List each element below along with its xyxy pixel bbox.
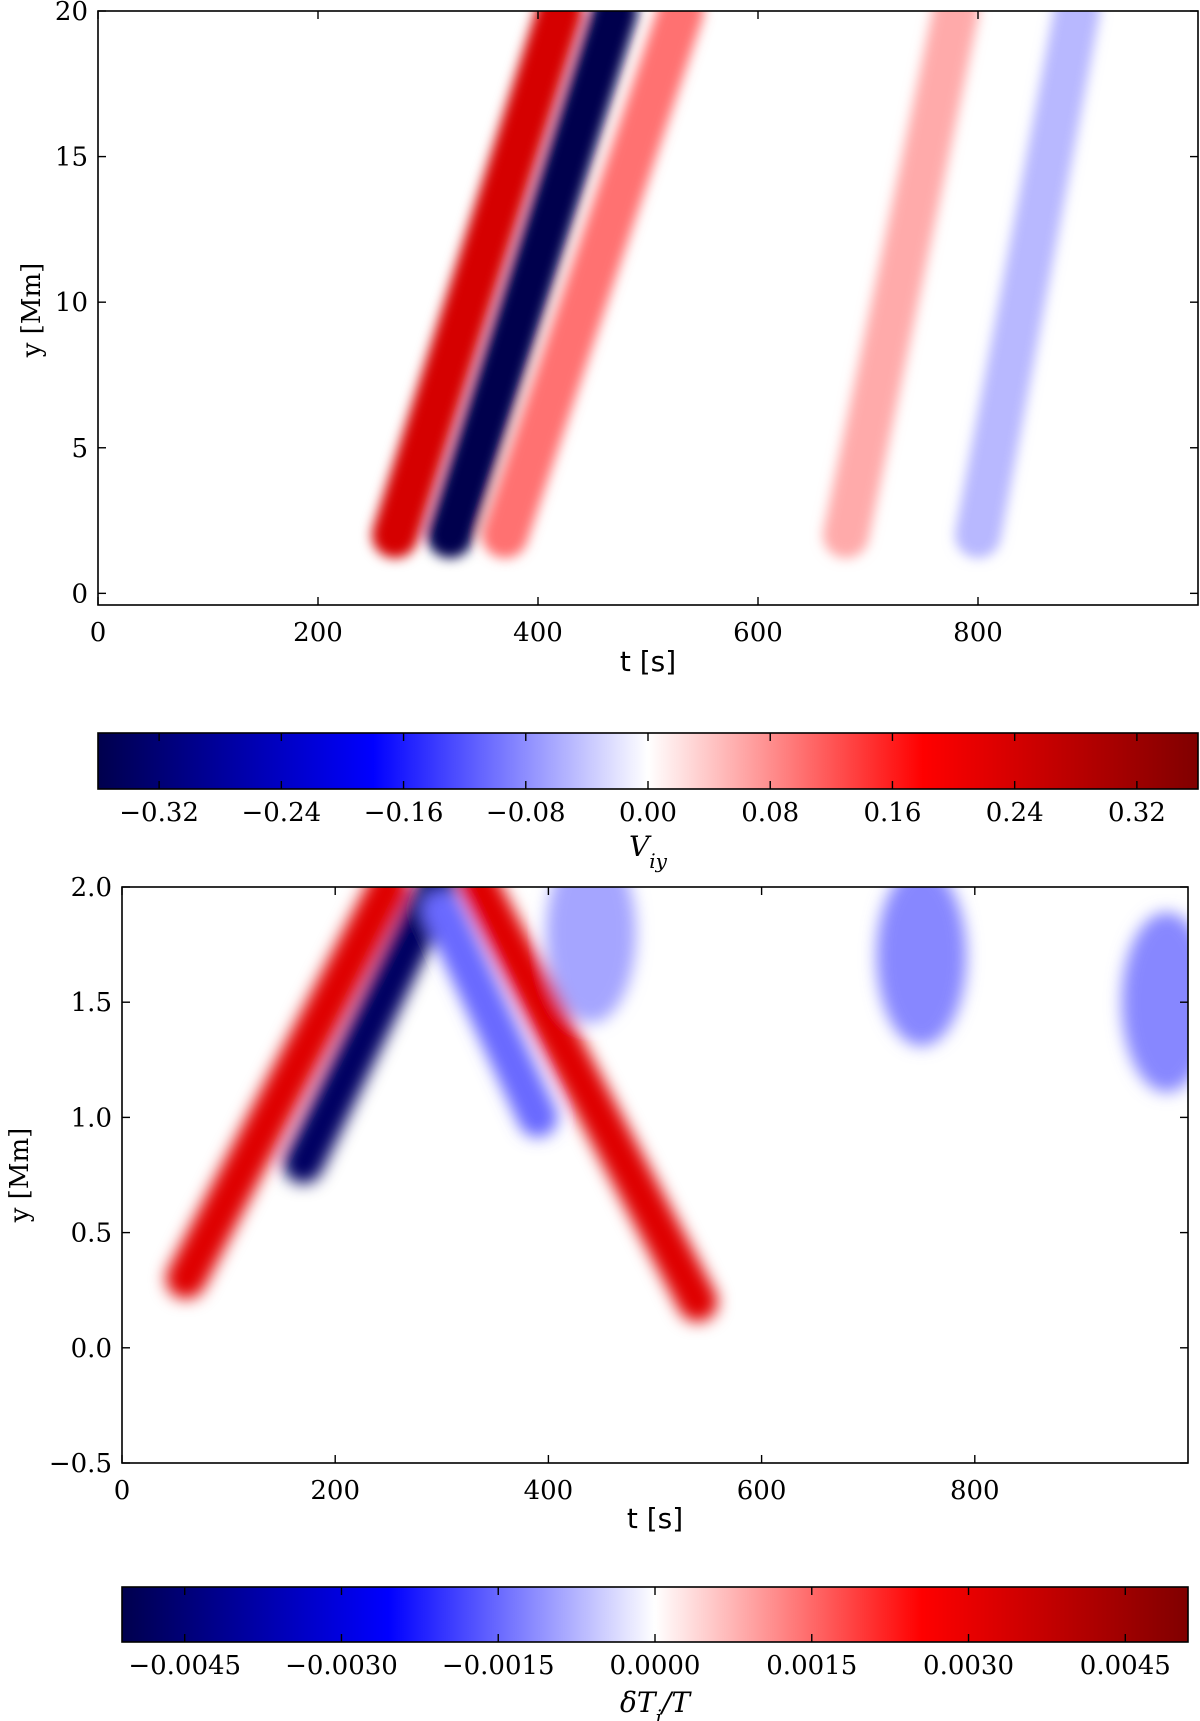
panel-1-y-axis-label: y [Mm] (17, 263, 47, 359)
field-ridge (823, 11, 979, 559)
field-patch (1121, 912, 1188, 1093)
x-tick-label: 400 (524, 1476, 574, 1506)
y-tick-label: 10 (55, 288, 88, 318)
colorbar-tick-label: −0.0030 (285, 1651, 398, 1681)
colorbar-2-gradient (121, 1586, 1189, 1643)
x-tick-label: 800 (950, 1476, 1000, 1506)
y-tick-label: 20 (55, 0, 88, 27)
colorbar-tick-label: −0.0015 (442, 1651, 555, 1681)
colorbar-2-label: δTi/T (620, 1686, 692, 1721)
panel-2-x-axis-label: t [s] (627, 1502, 683, 1535)
x-tick-label: 0 (90, 618, 107, 648)
x-tick-label: 800 (953, 618, 1003, 648)
colorbar-1-ticks: −0.32 −0.24 −0.16 −0.08 0.00 0.08 0.16 0.24 0.32 (119, 733, 1166, 828)
colorbar-2-ticks: −0.0045 −0.0030 −0.0015 0.0000 0.0015 0.0030 0… (128, 1587, 1171, 1681)
colorbar-tick-label: 0.0015 (766, 1651, 857, 1681)
panel-2: 0 200 400 600 800 −0.50.00.51.01.52.0 t [s] … (5, 873, 1189, 1535)
colorbar-2: −0.0045 −0.0030 −0.0015 0.0000 0.0015 0.0030 0… (121, 1586, 1189, 1721)
y-tick-label: 15 (55, 143, 88, 173)
colorbar-tick-label: 0.0045 (1080, 1651, 1171, 1681)
panel-1-field (372, 11, 1100, 559)
field-ridge (165, 887, 409, 1299)
colorbar-1-label: Viy (629, 830, 668, 873)
panel-2-field (165, 887, 1188, 1322)
field-ridge (372, 11, 583, 559)
panel-2-features (165, 887, 1188, 1322)
panel-1-axes-frame (97, 10, 1199, 606)
panel-1: 0 200 400 600 800 0 5 10 15 20 t [s] y [Mm] (17, 0, 1199, 678)
x-tick-label: 0 (114, 1476, 131, 1506)
panel-2-plot-background (122, 887, 1188, 1463)
colorbar-tick-label: 0.0000 (610, 1651, 701, 1681)
panel-2-y-axis-label: y [Mm] (5, 1128, 35, 1224)
colorbar-tick-label: −0.16 (364, 798, 444, 828)
y-tick-label: −0.5 (49, 1449, 112, 1479)
field-ridge (283, 887, 457, 1184)
colorbar-tick-label: −0.08 (486, 798, 566, 828)
colorbar-1-gradient (97, 732, 1199, 790)
y-tick-label: 0 (71, 579, 88, 609)
x-tick-label: 600 (737, 1476, 787, 1506)
panel-1-x-ticks: 0 200 400 600 800 (90, 11, 1003, 648)
y-tick-label: 1.5 (71, 988, 112, 1018)
y-tick-label: 2.0 (71, 873, 112, 903)
field-ridge (427, 11, 638, 559)
y-tick-label: 0.5 (71, 1219, 112, 1249)
panel-2-y-ticks: −0.5 0.0 0.5 1.0 1.5 2.0 (49, 873, 1188, 1479)
y-tick-label: 0.0 (71, 1334, 112, 1364)
field-patch (876, 887, 967, 1047)
x-tick-label: 600 (733, 618, 783, 648)
field-ridge (421, 890, 558, 1138)
colorbar-tick-label: 0.0030 (923, 1651, 1014, 1681)
y-tick-label: 1.0 (71, 1103, 112, 1133)
panel-1-x-axis-label: t [s] (620, 645, 676, 678)
field-ridge (482, 11, 704, 559)
colorbar-tick-label: 0.32 (1108, 798, 1166, 828)
y-tick-label: 5 (71, 434, 88, 464)
panel-1-features (372, 11, 1100, 559)
field-ridge (459, 887, 718, 1322)
x-tick-label: 400 (513, 618, 563, 648)
colorbar-tick-label: −0.24 (241, 798, 321, 828)
colorbar-tick-label: −0.32 (119, 798, 199, 828)
field-ridge (955, 11, 1100, 559)
colorbar-1: −0.32 −0.24 −0.16 −0.08 0.00 0.08 0.16 0.24 0.32… (97, 732, 1199, 873)
x-tick-label: 200 (310, 1476, 360, 1506)
panel-2-axes-frame (121, 886, 1189, 1464)
colorbar-tick-label: 0.16 (863, 798, 921, 828)
colorbar-tick-label: −0.0045 (128, 1651, 241, 1681)
colorbar-tick-label: 0.08 (741, 798, 799, 828)
panel-2-x-ticks: 0 200 400 600 800 (114, 887, 1000, 1506)
colorbar-tick-label: 0.24 (986, 798, 1044, 828)
field-patch (546, 887, 637, 1024)
x-tick-label: 200 (293, 618, 343, 648)
panel-1-y-ticks: 0 5 10 15 20 (55, 0, 1198, 609)
colorbar-tick-label: 0.00 (619, 798, 677, 828)
